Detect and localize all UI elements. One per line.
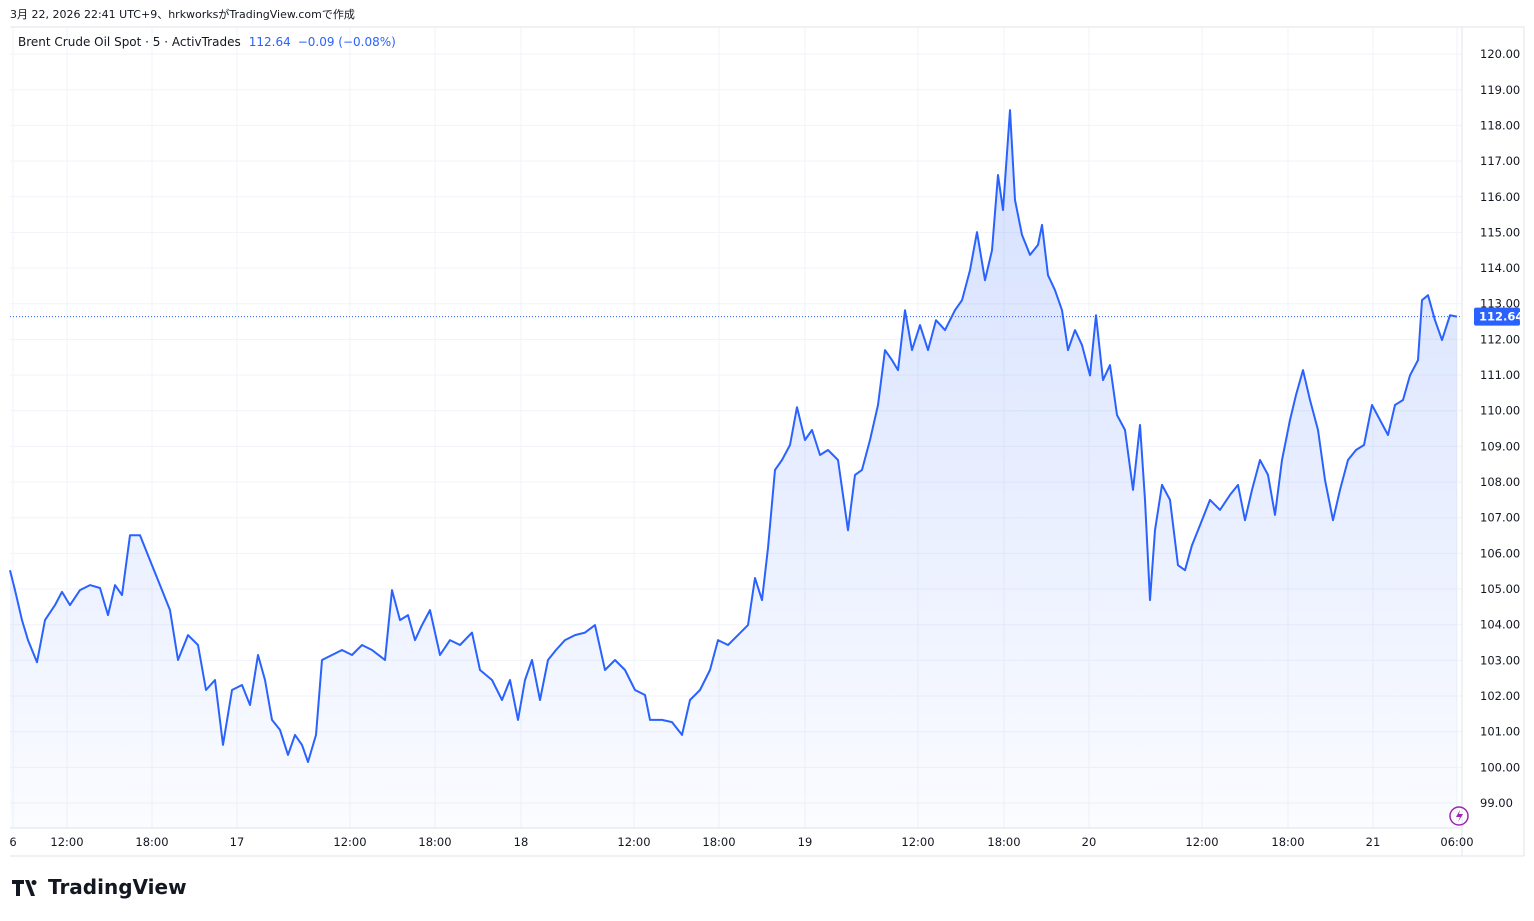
x-tick-label: 19 (798, 835, 813, 849)
y-tick-label: 112.00 (1480, 332, 1520, 346)
x-tick-label: 21 (1366, 835, 1381, 849)
x-tick-label: 18:00 (135, 835, 168, 849)
y-tick-label: 99.00 (1480, 796, 1513, 810)
y-tick-label: 116.00 (1480, 190, 1520, 204)
x-tick-label: 18:00 (1271, 835, 1304, 849)
replay-icon[interactable] (1449, 806, 1469, 826)
y-tick-label: 111.00 (1480, 368, 1520, 382)
logo: TradingView (48, 875, 187, 899)
x-tick-label: 12:00 (333, 835, 366, 849)
last-price-label: 112.64 (1479, 310, 1523, 324)
y-tick-label: 120.00 (1480, 47, 1520, 61)
x-tick-label: 6 (9, 835, 16, 849)
bolt (1456, 810, 1463, 822)
y-tick-label: 100.00 (1480, 760, 1520, 774)
last-price-box (1474, 307, 1520, 326)
y-tick-label: 113.00 (1480, 297, 1520, 311)
header: 3月 22, 2026 22:41 UTC+9、hrkworksがTrading… (10, 7, 355, 21)
legend-price: 112.64 (249, 35, 291, 49)
x-tick-label: 06:00 (1440, 835, 1473, 849)
y-tick-label: 107.00 (1480, 511, 1520, 525)
y-tick-label: 117.00 (1480, 154, 1520, 168)
logo-icon (12, 880, 37, 896)
y-tick-label: 110.00 (1480, 404, 1520, 418)
y-tick-label: 101.00 (1480, 725, 1520, 739)
x-tick-label: 18 (514, 835, 529, 849)
plot (9, 109, 1462, 829)
x-tick-label: 17 (230, 835, 245, 849)
x-tick-label: 20 (1082, 835, 1097, 849)
x-tick-label: 18:00 (418, 835, 451, 849)
y-tick-label: 102.00 (1480, 689, 1520, 703)
legend-change: −0.09 (−0.08%) (298, 35, 396, 49)
y-tick-label: 103.00 (1480, 653, 1520, 667)
y-tick-label: 114.00 (1480, 261, 1520, 275)
y-tick-label: 119.00 (1480, 83, 1520, 97)
x-tick-label: 12:00 (901, 835, 934, 849)
x-tick-label: 12:00 (1185, 835, 1218, 849)
y-tick-label: 105.00 (1480, 582, 1520, 596)
x-tick-label: 18:00 (987, 835, 1020, 849)
y-tick-label: 109.00 (1480, 439, 1520, 453)
legend-title: Brent Crude Oil Spot · 5 · ActivTrades (18, 35, 241, 49)
x-tick-label: 18:00 (702, 835, 735, 849)
y-tick-label: 106.00 (1480, 546, 1520, 560)
area-fill (10, 110, 1457, 829)
x-tick-label: 12:00 (50, 835, 83, 849)
y-tick-label: 118.00 (1480, 118, 1520, 132)
y-tick-label: 115.00 (1480, 225, 1520, 239)
y-tick-label: 108.00 (1480, 475, 1520, 489)
x-tick-label: 12:00 (617, 835, 650, 849)
y-tick-label: 104.00 (1480, 618, 1520, 632)
price-line (9, 109, 1458, 763)
